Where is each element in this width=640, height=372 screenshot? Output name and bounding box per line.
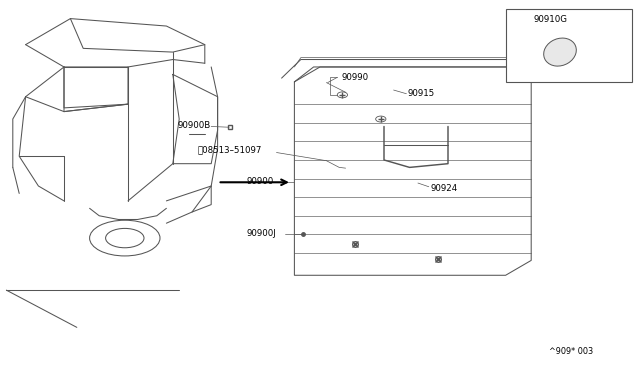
Text: 90900B: 90900B: [178, 121, 211, 130]
FancyBboxPatch shape: [506, 9, 632, 82]
Text: 90990: 90990: [341, 73, 368, 82]
Text: 90900: 90900: [246, 177, 274, 186]
Ellipse shape: [544, 38, 576, 66]
Text: 90915: 90915: [408, 89, 435, 98]
Text: ^909* 003: ^909* 003: [549, 347, 593, 356]
Text: 90900J: 90900J: [246, 229, 276, 238]
Text: 90924: 90924: [430, 185, 458, 193]
Text: 90910G: 90910G: [533, 15, 567, 24]
Ellipse shape: [106, 228, 144, 248]
Ellipse shape: [90, 220, 160, 256]
Text: Ⓝ08513–51097: Ⓝ08513–51097: [197, 145, 262, 154]
